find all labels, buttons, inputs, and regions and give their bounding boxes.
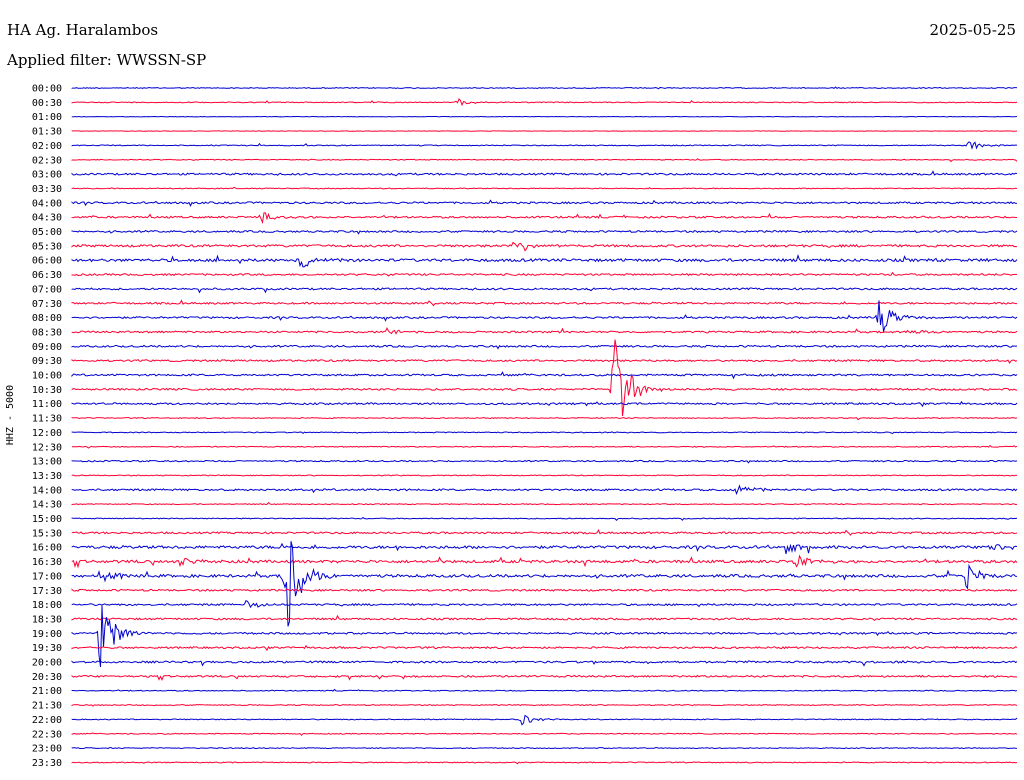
row-time-label: 03:00 <box>32 170 62 181</box>
trace-row <box>71 747 1018 750</box>
trace-row <box>71 732 1018 737</box>
row-time-label: 03:30 <box>32 184 62 195</box>
trace-row <box>71 474 1018 477</box>
trace-row <box>71 459 1018 464</box>
row-time-label: 20:00 <box>32 658 62 669</box>
trace-row <box>71 300 1018 332</box>
station-title: HA Ag. Haralambos <box>7 21 159 39</box>
row-time-label: 07:30 <box>32 299 62 310</box>
row-time-label: 06:00 <box>32 256 62 267</box>
trace-row <box>71 528 1018 536</box>
trace-row <box>71 86 1018 90</box>
row-time-label: 13:00 <box>32 457 62 468</box>
row-time-label: 19:00 <box>32 629 62 640</box>
trace-row <box>71 644 1018 652</box>
trace-row <box>71 714 1018 726</box>
row-time-label: 19:30 <box>32 643 62 654</box>
row-time-label: 16:00 <box>32 543 62 554</box>
row-time-label: 09:00 <box>32 342 62 353</box>
trace-row <box>71 761 1018 765</box>
row-time-label: 21:00 <box>32 686 62 697</box>
row-time-label: 06:30 <box>32 270 62 281</box>
trace-row <box>71 541 1018 627</box>
trace-row <box>71 326 1018 335</box>
trace-row <box>71 588 1018 592</box>
row-time-label: 08:00 <box>32 313 62 324</box>
trace-row <box>71 271 1017 277</box>
row-time-label: 15:30 <box>32 528 62 539</box>
trace-row <box>71 516 1018 521</box>
row-time-label: 08:30 <box>32 327 62 338</box>
row-time-label: 04:00 <box>32 198 62 209</box>
row-time-label: 02:00 <box>32 141 62 152</box>
trace-row <box>71 241 1018 252</box>
trace-row <box>71 287 1018 294</box>
trace-row <box>71 170 1018 177</box>
trace-row <box>71 371 1018 380</box>
trace-row <box>71 416 1018 421</box>
row-time-label: 18:30 <box>32 614 62 625</box>
row-time-label: 07:00 <box>32 284 62 295</box>
date-label: 2025-05-25 <box>929 21 1016 39</box>
row-time-label: 10:30 <box>32 385 62 396</box>
trace-row <box>71 344 1017 350</box>
row-time-label: 17:00 <box>32 571 62 582</box>
row-time-label: 02:30 <box>32 155 62 166</box>
row-time-label: 09:30 <box>32 356 62 367</box>
trace-row <box>71 212 1018 225</box>
row-time-label: 11:30 <box>32 414 62 425</box>
row-time-label: 11:00 <box>32 399 62 410</box>
trace-row <box>71 674 1018 682</box>
row-time-label: 04:30 <box>32 213 62 224</box>
row-time-label: 15:00 <box>32 514 62 525</box>
row-time-label: 22:00 <box>32 715 62 726</box>
row-time-label: 12:00 <box>32 428 62 439</box>
trace-row <box>71 186 1018 190</box>
trace-row <box>71 688 1018 692</box>
row-time-label: 13:30 <box>32 471 62 482</box>
row-time-label: 00:30 <box>32 98 62 109</box>
row-time-label: 20:30 <box>32 672 62 683</box>
trace-row <box>71 339 1018 417</box>
trace-row <box>71 501 1018 506</box>
row-time-label: 17:30 <box>32 586 62 597</box>
row-time-label: 21:30 <box>32 701 62 712</box>
trace-row <box>71 141 1017 150</box>
row-time-label: 01:30 <box>32 127 62 138</box>
trace-row <box>71 199 1018 207</box>
trace-row <box>71 98 1018 107</box>
trace-row <box>71 660 1018 667</box>
trace-row <box>71 358 1018 364</box>
row-time-label: 23:30 <box>32 758 62 769</box>
row-time-label: 05:00 <box>32 227 62 238</box>
trace-row <box>71 299 1018 307</box>
trace-row <box>71 605 1018 668</box>
trace-row <box>71 253 1018 268</box>
trace-row <box>71 703 1018 707</box>
row-time-label: 14:00 <box>32 485 62 496</box>
trace-row <box>71 554 1018 569</box>
row-time-label: 23:00 <box>32 744 62 755</box>
trace-row <box>71 158 1018 163</box>
trace-row <box>71 484 1018 496</box>
row-time-label: 18:00 <box>32 600 62 611</box>
row-time-label: 12:30 <box>32 442 62 453</box>
row-time-label: 01:00 <box>32 112 62 123</box>
row-time-label: 05:30 <box>32 241 62 252</box>
trace-row <box>71 600 1018 609</box>
row-time-label: 14:30 <box>32 500 62 511</box>
filter-label: Applied filter: WWSSN-SP <box>7 51 207 69</box>
trace-row <box>71 400 1018 408</box>
trace-row <box>71 229 1018 235</box>
trace-row <box>71 444 1018 449</box>
trace-row <box>71 542 1018 554</box>
row-time-label: 16:30 <box>32 557 62 568</box>
trace-row <box>71 614 1018 621</box>
row-time-label: 10:00 <box>32 371 62 382</box>
trace-row <box>71 431 1018 435</box>
row-time-label: 22:30 <box>32 729 62 740</box>
row-time-label: 00:00 <box>32 84 62 95</box>
